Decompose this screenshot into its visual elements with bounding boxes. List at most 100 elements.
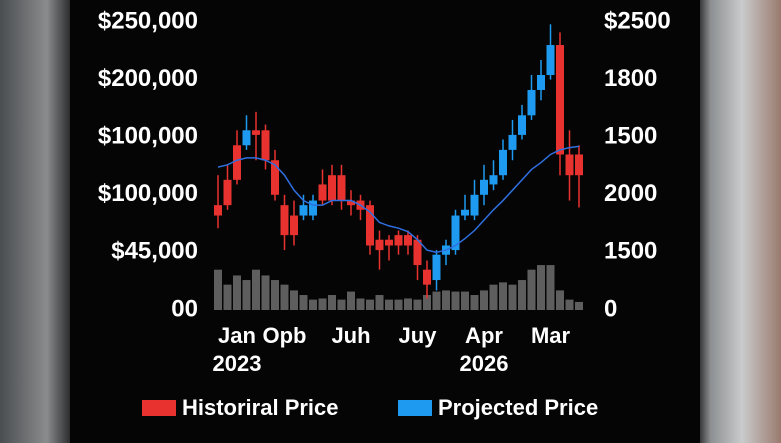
candle-body	[451, 215, 460, 251]
candle-body	[309, 200, 317, 216]
candle-body	[299, 205, 308, 216]
volume-bar	[394, 299, 403, 310]
x-tick-label: Jan 2023	[212, 323, 262, 376]
volume-bar	[290, 290, 298, 310]
y-axis-label: $100,000	[98, 123, 198, 150]
y-axis-label: $100,000	[98, 180, 198, 207]
volume-bar	[546, 265, 555, 310]
candle-body	[470, 194, 479, 216]
legend-label: Projected Price	[438, 395, 598, 420]
candle-body	[556, 45, 564, 155]
candle-body	[413, 239, 422, 266]
legend-swatch	[142, 400, 176, 416]
volume-bar	[375, 295, 384, 310]
candle-body	[575, 154, 583, 176]
candle-body	[461, 209, 469, 216]
candle-body	[480, 179, 488, 195]
y2-axis-label: 1800	[604, 65, 657, 92]
volume-bar	[423, 295, 431, 310]
candle-body	[290, 215, 298, 236]
legend-swatch	[398, 400, 432, 416]
candle-body	[233, 145, 241, 180]
candle-body	[518, 115, 526, 135]
volume-bar	[518, 280, 526, 310]
volume-bar	[318, 298, 327, 310]
volume-bar	[499, 282, 507, 310]
volume-bar	[527, 269, 536, 310]
x-tick-label: Apr 2026	[459, 323, 509, 376]
candle-body	[432, 254, 441, 281]
candle-body	[347, 200, 355, 206]
candle-body	[508, 134, 517, 150]
volume-bar	[432, 291, 441, 310]
y-axis-label: 00	[171, 295, 198, 322]
x-tick-label: Mar	[530, 323, 571, 348]
volume-bar	[556, 290, 564, 310]
volume-bar	[385, 299, 393, 310]
candle-body	[271, 160, 279, 195]
candle-body	[565, 154, 574, 176]
volume-bar	[309, 299, 317, 310]
candle-body	[375, 239, 384, 251]
candle-body	[242, 130, 251, 146]
candle-body	[499, 149, 507, 176]
candle-body	[404, 235, 412, 246]
volume-bar	[413, 299, 422, 310]
candle-body	[423, 269, 431, 285]
candle-body	[252, 130, 260, 135]
candle-body	[328, 175, 336, 201]
y2-axis-label: 0	[604, 295, 617, 322]
candle-body	[280, 205, 289, 236]
volume-bar	[461, 291, 469, 310]
volume-bar	[356, 298, 365, 310]
monitor	[70, 0, 700, 443]
volume-bar	[347, 291, 355, 310]
y2-axis-label: 1500	[604, 123, 657, 150]
volume-bar	[470, 295, 479, 310]
volume-bar	[404, 298, 412, 310]
volume-bar	[337, 299, 346, 310]
y2-axis-label: 1500	[604, 238, 657, 265]
candle-body	[537, 74, 545, 90]
x-tick-label: Juh	[331, 323, 371, 348]
volume-bar	[271, 280, 279, 310]
candle-body	[489, 175, 498, 185]
candle-body	[261, 130, 270, 161]
volume-bar	[299, 295, 308, 310]
volume-bar	[242, 280, 251, 310]
candle-body	[546, 45, 555, 75]
volume-bar	[328, 295, 336, 310]
volume-bar	[233, 275, 241, 310]
legend-label: Historiral Price	[182, 395, 339, 420]
volume-bar	[565, 299, 574, 310]
volume-bar	[489, 284, 498, 310]
projection-line	[217, 145, 580, 254]
volume-bar	[366, 299, 374, 310]
candle-body	[385, 239, 393, 246]
volume-bar	[261, 275, 270, 310]
y-axis-label: $45,000	[111, 238, 198, 265]
volume-bar	[575, 301, 583, 310]
candle-body	[337, 175, 346, 201]
volume-bar	[223, 284, 232, 310]
volume-bar	[508, 284, 517, 310]
x-tick-label: Juy	[398, 323, 437, 348]
volume-bar	[214, 269, 222, 310]
candle-body	[366, 205, 374, 246]
y-axis-label: $250,000	[98, 7, 198, 34]
candle-body	[214, 205, 222, 216]
x-tick-label: Opb	[262, 323, 307, 348]
candle-body	[527, 89, 536, 116]
volume-bar	[451, 291, 460, 310]
y-axis-label: $200,000	[98, 65, 198, 92]
y2-axis-label: 2000	[604, 180, 657, 207]
y2-axis-label: $2500	[604, 7, 671, 34]
volume-bar	[480, 290, 488, 310]
candle-body	[223, 179, 232, 206]
volume-bar	[280, 284, 289, 310]
volume-bar	[252, 269, 260, 310]
candle-body	[394, 235, 403, 246]
candle-body	[318, 184, 327, 201]
